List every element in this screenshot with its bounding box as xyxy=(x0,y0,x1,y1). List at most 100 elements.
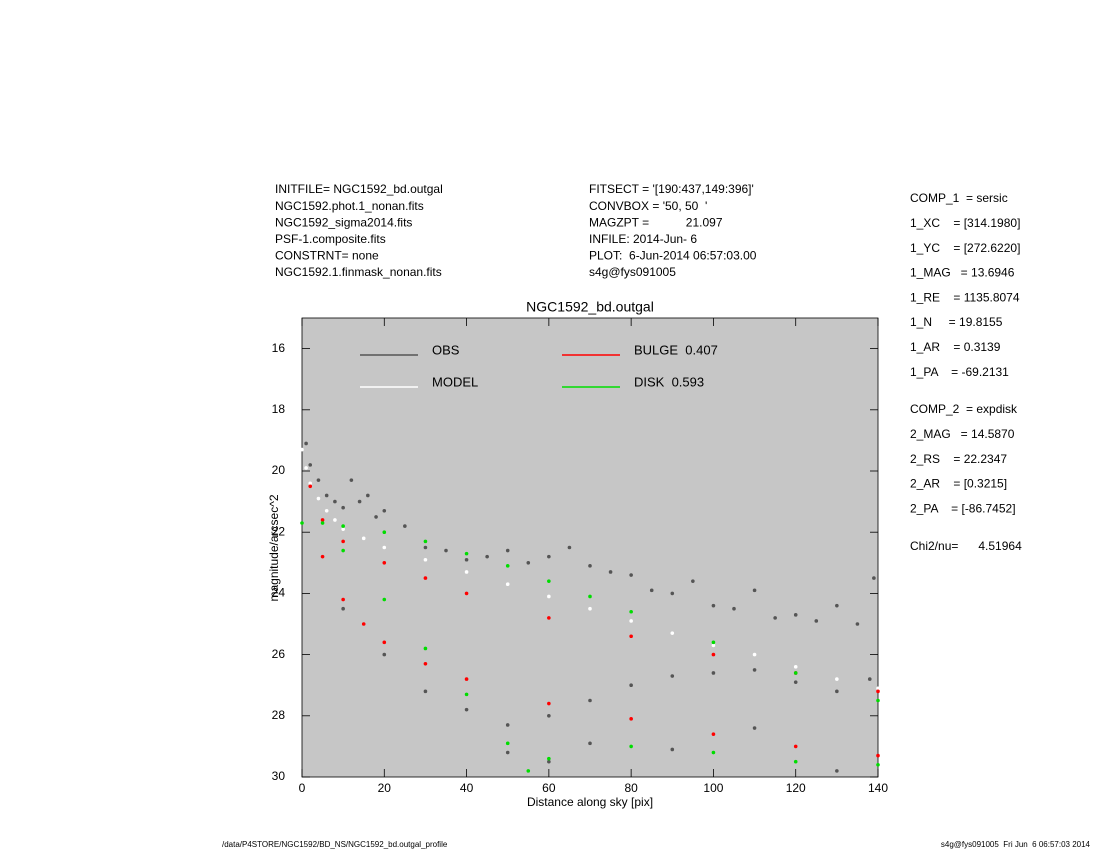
point xyxy=(308,484,313,489)
point xyxy=(349,478,354,482)
point xyxy=(423,661,428,666)
point xyxy=(855,622,860,626)
point xyxy=(588,606,592,611)
point xyxy=(752,668,757,672)
point xyxy=(588,564,592,568)
point xyxy=(711,750,716,755)
point xyxy=(793,671,798,675)
param-line: COMP_2 = expdisk xyxy=(910,402,1018,416)
data-layer xyxy=(300,441,880,773)
header-left-line: NGC1592.phot.1_nonan.fits xyxy=(275,199,424,213)
point xyxy=(485,554,489,559)
y-tick-label: 16 xyxy=(272,341,286,355)
point xyxy=(304,441,308,446)
param-line: 2_PA = [-86.7452] xyxy=(910,501,1016,515)
point xyxy=(793,680,798,684)
y-tick-label: 24 xyxy=(272,586,286,600)
y-tick-label: 26 xyxy=(272,647,286,661)
point xyxy=(423,646,428,651)
footer-left: /data/P4STORE/NGC1592/BD_NS/NGC1592_bd.o… xyxy=(222,840,448,849)
point xyxy=(547,579,551,583)
point xyxy=(876,686,880,691)
param-line: 1_YC = [272.6220] xyxy=(910,241,1020,255)
point xyxy=(464,551,469,556)
point xyxy=(547,616,551,620)
header-middle-line: MAGZPT = 21.097 xyxy=(589,215,723,229)
point xyxy=(423,545,428,550)
point xyxy=(711,640,716,645)
point xyxy=(333,499,337,504)
point xyxy=(835,689,839,694)
point xyxy=(711,652,716,657)
point xyxy=(629,573,633,577)
param-line: COMP_1 = sersic xyxy=(910,191,1008,205)
point xyxy=(403,524,407,528)
point xyxy=(308,481,313,486)
y-axis-label: magnitude/arcsec^2 xyxy=(267,494,281,601)
point xyxy=(320,554,325,559)
point xyxy=(320,521,325,525)
y-tick-label: 28 xyxy=(272,708,286,722)
header-left-line: PSF-1.composite.fits xyxy=(275,232,386,246)
point xyxy=(366,493,370,498)
param-line: 2_AR = [0.3215] xyxy=(910,477,1007,491)
point xyxy=(876,689,880,694)
point xyxy=(361,622,366,626)
y-tick-label: 22 xyxy=(272,524,286,538)
point xyxy=(814,619,819,623)
point xyxy=(629,717,633,721)
point xyxy=(423,576,428,580)
point xyxy=(547,554,551,559)
point xyxy=(464,692,469,697)
point xyxy=(752,588,757,593)
header-middle-line: PLOT: 6-Jun-2014 06:57:03.00 xyxy=(589,249,757,263)
point xyxy=(423,689,428,694)
point xyxy=(464,557,469,562)
point xyxy=(382,545,387,550)
point xyxy=(629,609,633,614)
y-tick-label: 20 xyxy=(272,463,286,477)
point xyxy=(333,518,337,522)
point xyxy=(711,643,716,648)
point xyxy=(876,698,880,703)
point xyxy=(382,561,387,565)
point xyxy=(300,447,304,452)
point xyxy=(835,769,839,773)
chi-square: Chi2/nu= 4.51964 xyxy=(910,539,1022,553)
header-middle-line: CONVBOX = '50, 50 ' xyxy=(589,199,707,213)
point xyxy=(341,539,345,544)
point xyxy=(423,557,428,562)
header-middle-line: s4g@fys091005 xyxy=(589,265,676,279)
point xyxy=(526,561,531,565)
point xyxy=(793,744,798,749)
point xyxy=(711,732,716,736)
footer-right: s4g@fys091005 Fri Jun 6 06:57:03 2014 xyxy=(941,840,1091,849)
point xyxy=(505,750,510,755)
param-line: 1_MAG = 13.6946 xyxy=(910,266,1015,280)
param-line: 1_N = 19.8155 xyxy=(910,315,1003,329)
legend-label: DISK 0.593 xyxy=(634,374,704,389)
point xyxy=(341,524,345,528)
point xyxy=(547,701,551,706)
point xyxy=(505,723,510,727)
point xyxy=(341,548,345,553)
param-line: 1_RE = 1135.8074 xyxy=(910,290,1020,304)
point xyxy=(526,769,531,773)
header-left-line: NGC1592.1.finmask_nonan.fits xyxy=(275,265,442,279)
point xyxy=(835,603,839,608)
point xyxy=(464,591,469,596)
point xyxy=(304,466,308,470)
chart-title: NGC1592_bd.outgal xyxy=(526,299,654,315)
param-line: 2_MAG = 14.5870 xyxy=(910,427,1015,441)
point xyxy=(341,527,345,531)
point xyxy=(835,677,839,681)
point xyxy=(867,677,872,681)
point xyxy=(670,591,675,596)
point xyxy=(341,606,345,611)
y-tick-label: 18 xyxy=(272,402,286,416)
point xyxy=(547,756,551,761)
point xyxy=(670,631,675,635)
point xyxy=(773,616,777,620)
point xyxy=(316,478,321,482)
